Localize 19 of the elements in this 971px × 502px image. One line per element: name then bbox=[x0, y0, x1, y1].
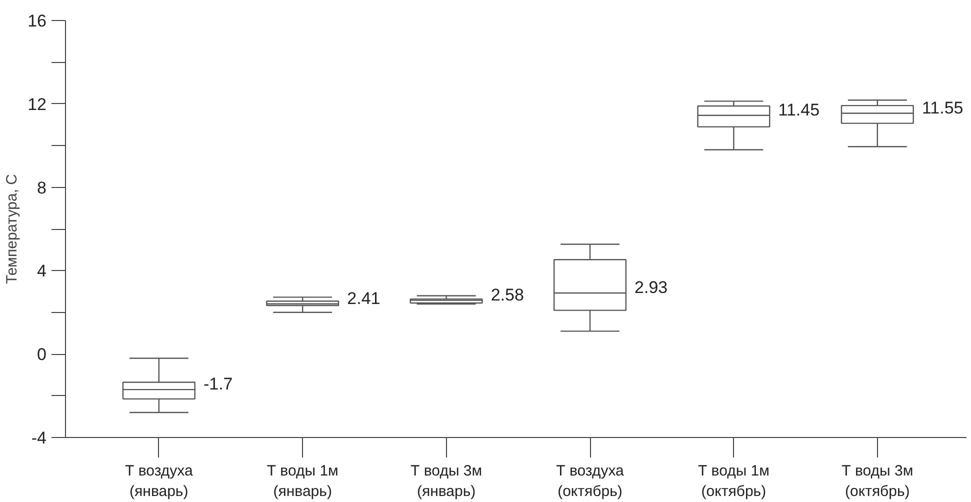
text: 2.58 bbox=[490, 285, 524, 304]
text: -1.7 bbox=[203, 374, 233, 394]
text: 11.55 bbox=[922, 98, 964, 118]
y-tick-label: 16 bbox=[28, 12, 47, 30]
y-axis-title: Температура, С bbox=[4, 174, 21, 284]
x-tick-label: Т воздуха (октябрь) bbox=[556, 462, 625, 500]
y-tick-label: 0 bbox=[37, 345, 47, 364]
text: 11.45 bbox=[778, 100, 820, 120]
y-tick-label: 8 bbox=[37, 178, 47, 198]
x-tick-label: Т воздуха (январь) bbox=[125, 462, 194, 500]
x-tick-label: Т воды 1м (октябрь) bbox=[698, 462, 770, 500]
x-tick-label: Т воды 3м (январь) bbox=[410, 462, 482, 500]
y-tick-label: -4 bbox=[31, 428, 47, 448]
x-tick-label: Т воды 1м (январь) bbox=[266, 462, 338, 500]
y-tick-label: 12 bbox=[28, 94, 47, 114]
y-tick-label: 4 bbox=[37, 262, 47, 281]
x-tick-label: Т воды 3м (октябрь) bbox=[842, 462, 914, 500]
text: 2.93 bbox=[634, 278, 668, 298]
text: 2.41 bbox=[347, 288, 380, 308]
